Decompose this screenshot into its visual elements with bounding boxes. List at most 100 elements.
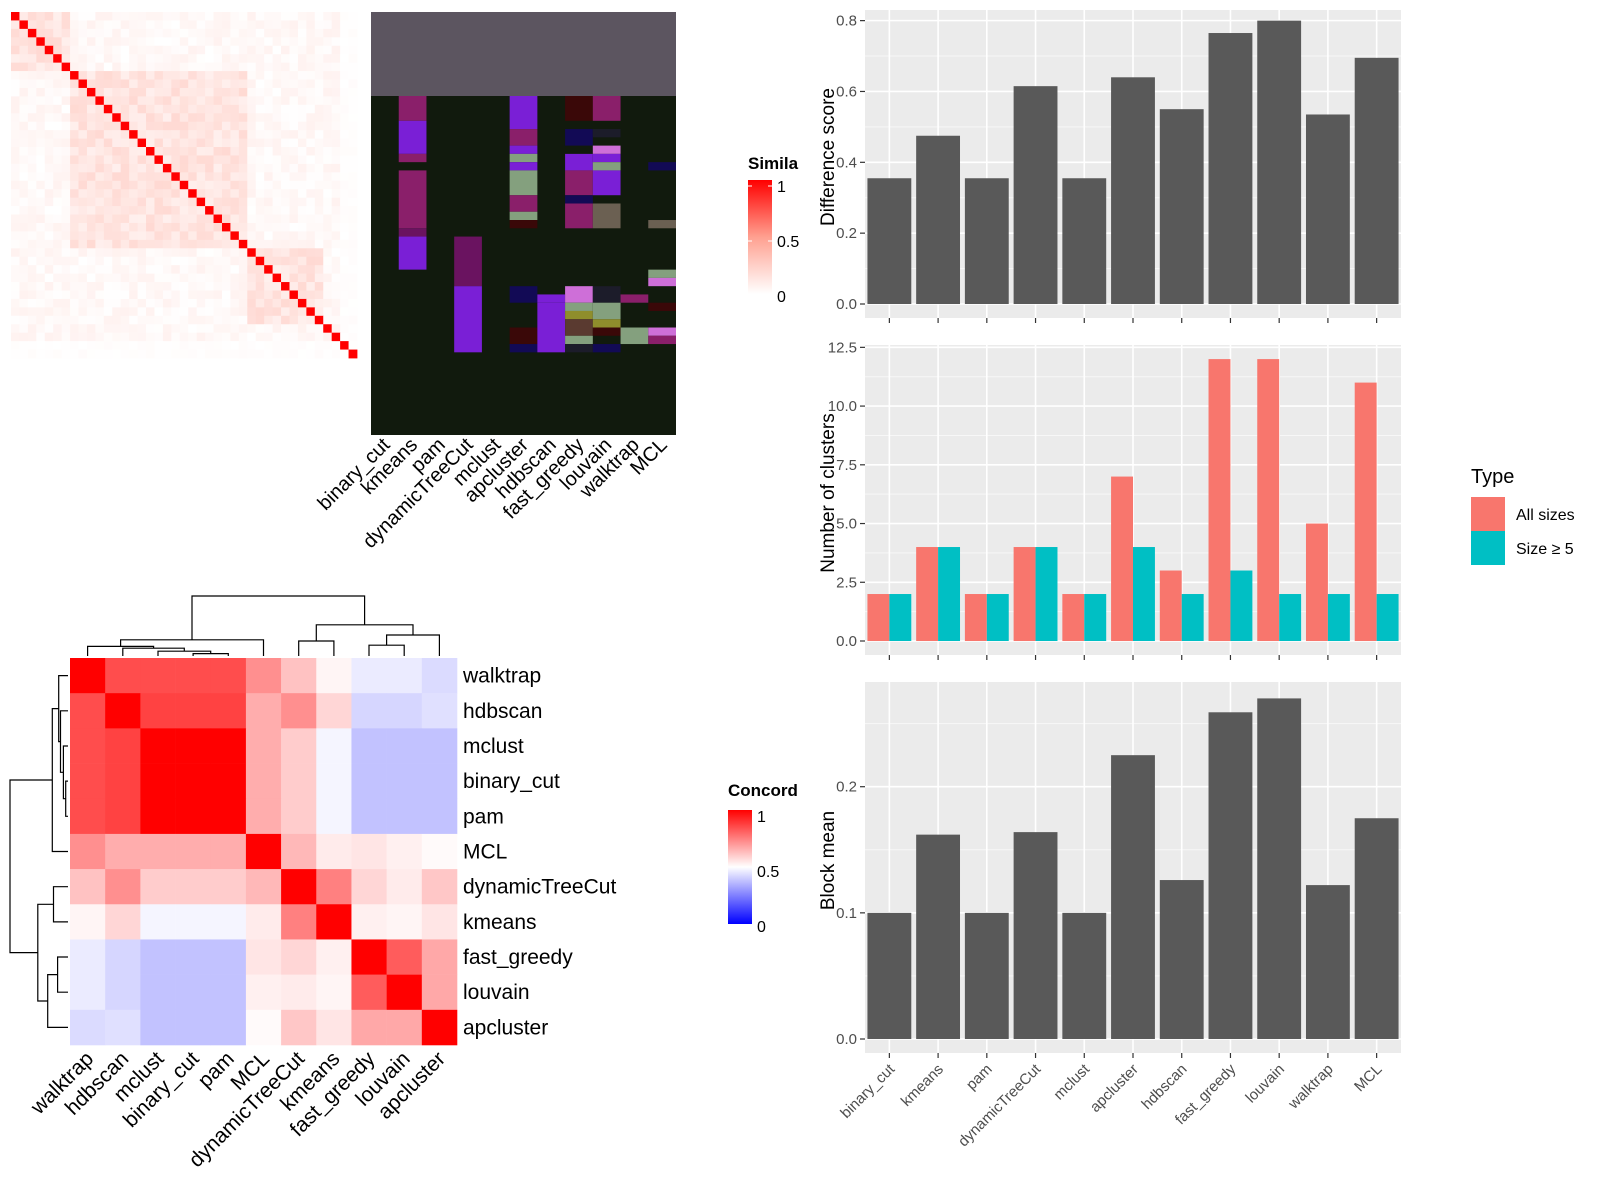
similarity-cell: [247, 113, 257, 123]
similarity-cell: [86, 248, 96, 258]
similarity-cell: [70, 256, 79, 266]
similarity-cell: [323, 332, 333, 342]
membership-block: [592, 286, 621, 303]
similarity-cell: [289, 189, 299, 199]
similarity-cell: [297, 79, 307, 89]
similarity-cell: [323, 96, 333, 106]
similarity-cell: [314, 256, 324, 266]
similarity-cell: [306, 45, 316, 55]
similarity-cell: [11, 87, 20, 97]
similarity-cell: [95, 180, 105, 190]
similarity-cell: [44, 12, 54, 21]
similarity-cell: [154, 315, 164, 325]
similarity-cell: [247, 231, 257, 241]
concordance-row-label: pam: [463, 805, 504, 828]
similarity-cell: [289, 71, 299, 80]
membership-block: [565, 335, 593, 345]
similarity-cell: [61, 324, 71, 334]
y-tick-label: 12.5: [828, 339, 857, 356]
similarity-cell: [78, 12, 88, 21]
similarity-cell: [272, 138, 282, 148]
similarity-cell: [11, 62, 20, 72]
similarity-cell: [272, 239, 282, 249]
concordance-cell: [210, 904, 247, 940]
dendrogram-branch: [191, 595, 366, 640]
concordance-cell: [70, 869, 106, 905]
similarity-cell: [297, 307, 307, 317]
similarity-cell: [19, 62, 29, 72]
similarity-cell: [314, 172, 324, 182]
membership-block: [648, 220, 676, 229]
similarity-cell: [53, 298, 63, 308]
similarity-cell: [78, 349, 88, 359]
concordance-cell: [140, 869, 176, 905]
similarity-cell: [171, 214, 181, 224]
similarity-cell: [179, 256, 189, 266]
bar: [1035, 547, 1058, 641]
similarity-cell: [331, 28, 341, 38]
concordance-cell: [421, 939, 458, 975]
bar: [1305, 523, 1328, 641]
similarity-cell: [188, 172, 198, 182]
similarity-cell: [103, 282, 113, 291]
similarity-cell: [297, 147, 307, 156]
similarity-cell: [340, 45, 349, 55]
similarity-cell: [78, 87, 88, 97]
similarity-cell: [95, 324, 105, 334]
similarity-cell: [272, 206, 282, 215]
similarity-cell: [205, 87, 214, 97]
similarity-cell: [179, 206, 189, 215]
similarity-cell: [11, 12, 20, 21]
similarity-cell: [340, 324, 349, 334]
similarity-cell: [171, 12, 181, 21]
membership-block: [592, 129, 621, 138]
similarity-cell: [306, 121, 316, 131]
similarity-cell: [323, 104, 333, 114]
similarity-cell: [221, 155, 231, 165]
similarity-cell: [27, 222, 37, 232]
similarity-cell: [264, 222, 274, 232]
similarity-cell: [238, 315, 248, 325]
similarity-cell: [112, 130, 122, 139]
similarity-cell: [120, 37, 130, 47]
similarity-cell: [154, 12, 164, 21]
membership-block: [565, 129, 593, 146]
similarity-cell: [154, 324, 164, 334]
similarity-cell: [44, 163, 54, 173]
similarity-cell: [205, 121, 214, 131]
similarity-cell: [86, 273, 96, 283]
concordance-cell: [70, 1009, 106, 1046]
concordance-cell: [281, 763, 317, 800]
similarity-cell: [129, 324, 138, 334]
similarity-cell: [154, 307, 164, 317]
similarity-cell: [27, 121, 37, 131]
similarity-cell: [95, 54, 105, 64]
similarity-cell: [19, 206, 29, 215]
similarity-cell: [129, 315, 138, 325]
similarity-cell: [27, 37, 37, 47]
similarity-cell: [230, 121, 240, 131]
similarity-cell: [44, 104, 54, 114]
similarity-cell: [162, 172, 172, 182]
similarity-cell: [44, 28, 54, 38]
similarity-cell: [44, 265, 54, 275]
similarity-cell: [103, 163, 113, 173]
similarity-cell: [297, 62, 307, 72]
similarity-cell: [340, 214, 349, 224]
similarity-cell: [78, 71, 88, 80]
similarity-cell: [129, 172, 138, 182]
similarity-cell: [162, 45, 172, 55]
similarity-cell: [348, 256, 358, 266]
similarity-cell: [53, 332, 63, 342]
type-legend-title: Type: [1471, 466, 1514, 488]
membership-block: [398, 120, 427, 154]
similarity-cell: [44, 206, 54, 215]
similarity-cell: [11, 222, 20, 232]
similarity-cell: [70, 239, 79, 249]
similarity-cell: [95, 121, 105, 131]
similarity-cell: [129, 37, 138, 47]
similarity-cell: [221, 248, 231, 258]
similarity-cell: [112, 265, 122, 275]
similarity-cell: [137, 163, 147, 173]
